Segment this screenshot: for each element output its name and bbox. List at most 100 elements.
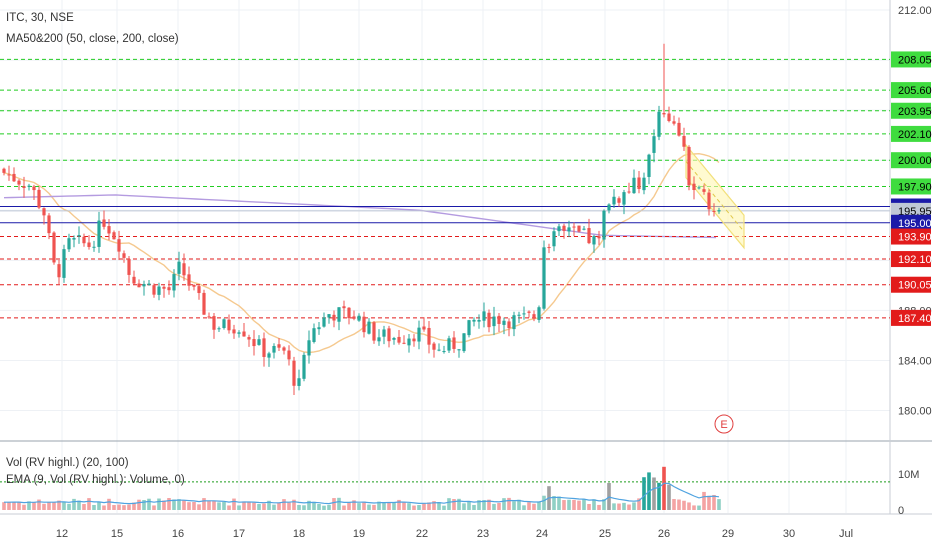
candle-body [47,215,51,234]
volume-bar [287,502,291,510]
volume-bar [377,501,381,510]
volume-bar [577,500,581,510]
candle-body [277,344,281,348]
candle-body [147,283,151,285]
volume-bar [707,495,711,510]
descending-channel[interactable] [685,143,745,250]
volume-bar [147,498,151,510]
candle-body [677,122,681,136]
volume-bar [2,502,6,510]
candle-body [177,261,181,274]
candle-body [447,338,451,351]
price-tag-bg [891,276,931,293]
candle-body [512,315,516,330]
candle-body [252,339,256,347]
candle-body [417,327,421,342]
candle-body [432,343,436,350]
candle-body [62,249,66,278]
volume-ema-legend[interactable]: EMA (9, Vol (RV highl.): Volume, 0) [6,474,185,486]
volume-bar [522,505,526,510]
candle-body [457,349,461,351]
price-tag-bg [891,309,931,326]
candle-body [472,319,476,322]
volume-bar [322,505,326,510]
candle-body [532,314,536,319]
candle-body [267,353,271,358]
volume-bar [77,500,81,510]
volume-bar [107,498,111,510]
volume-bar [302,505,306,510]
volume-bar [717,499,721,510]
candle-body [257,339,261,345]
candle-body [712,210,716,212]
candle-body [382,329,386,337]
volume-bar [627,504,631,510]
volume-bar [642,477,646,510]
time-tick-label: 18 [293,528,305,540]
candle-body [97,220,101,247]
volume-bar [282,499,286,510]
volume-bar [697,505,701,510]
candle-body [492,316,496,327]
volume-bar [382,501,386,510]
price-tag-label: 202.10 [898,129,932,141]
candle-body [552,231,556,247]
candle-body [42,208,46,216]
time-tick-label: 15 [111,528,123,540]
volume-bar [47,502,51,510]
candle-body [137,283,141,288]
time-tick-label: 16 [172,528,184,540]
candle-body [17,180,21,185]
candle-body [407,338,411,346]
earnings-event-marker[interactable]: E [714,414,734,434]
candle-body [312,328,316,342]
volume-bar [567,499,571,510]
candle-body [217,328,221,330]
volume-bar [702,491,706,510]
price-tag-bg [891,82,931,99]
time-tick-label: 24 [536,528,548,540]
candle-body [502,320,506,325]
symbol-legend[interactable]: ITC, 30, NSE [6,12,74,24]
candle-body [32,186,36,191]
volume-bar [347,502,351,510]
candle-body [77,235,81,237]
volume-bar [207,500,211,510]
candle-body [527,311,531,313]
price-tag-label: 205.60 [898,85,932,97]
volume-bar [102,505,106,510]
candle-body [102,219,106,227]
price-tag-label: 203.95 [898,106,932,118]
price-tag-bg [891,178,931,195]
candle-body [672,121,676,124]
volume-bar [97,501,101,510]
candle-body [2,168,6,173]
candle-body [667,113,671,122]
price-tag-label: 193.90 [898,232,932,244]
volume-bar [487,499,491,510]
volume-bar [32,502,36,510]
candle-body [142,284,146,287]
candle-body [292,360,296,386]
volume-bar [17,501,21,510]
volume-bar [62,502,66,510]
candle-body [232,329,236,334]
candle-body [482,311,486,321]
ma-indicator-legend[interactable]: MA50&200 (50, close, 200, close) [6,33,179,45]
price-tag-label: 197.90 [898,181,932,193]
volume-bar [592,499,596,510]
volume-legend[interactable]: Vol (RV highl.) (20, 100) [6,457,129,469]
volume-bar [332,498,336,510]
volume-bar [232,498,236,510]
candle-body [697,187,701,189]
volume-bar [292,499,296,510]
time-tick-label: 23 [477,528,489,540]
volume-bar [252,502,256,510]
volume-bar [657,482,661,510]
volume-bar [172,499,176,510]
volume-ema-line [4,482,720,505]
volume-bar [212,500,216,510]
candle-body [572,226,576,228]
volume-bar [457,498,461,510]
